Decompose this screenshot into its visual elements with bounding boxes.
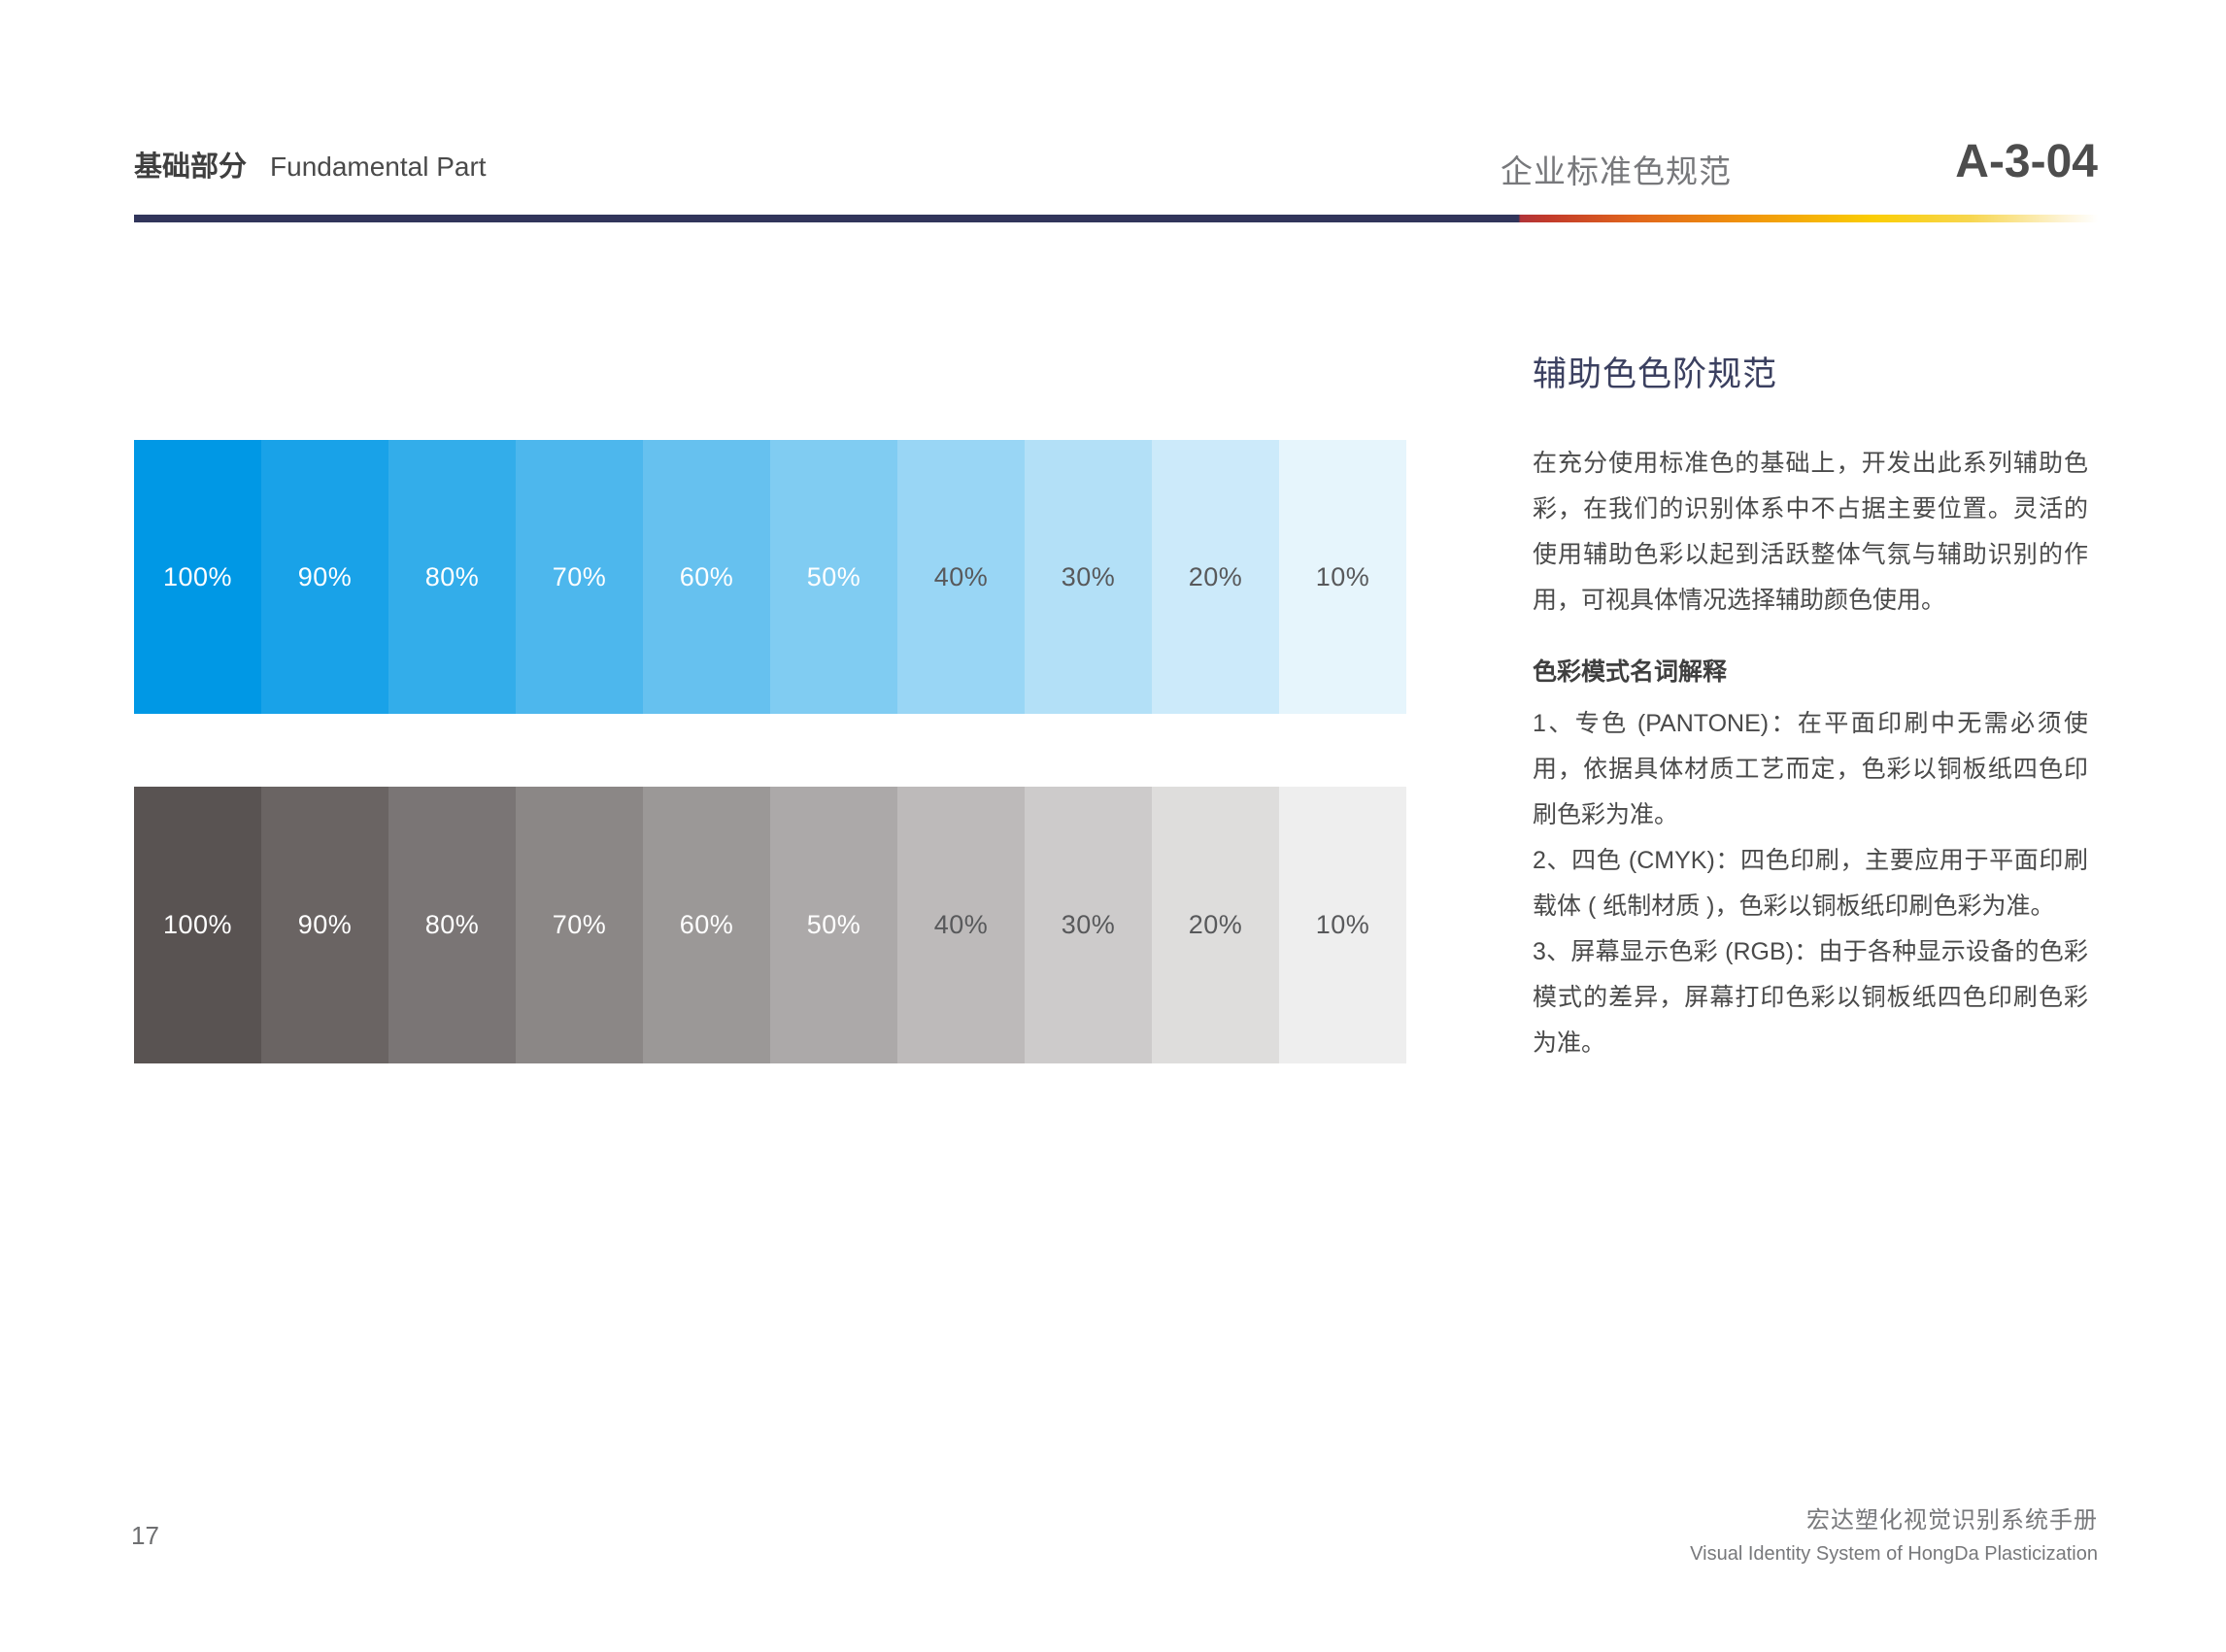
tint-swatch-label: 70% [552,910,607,939]
tint-swatch-auxiliary-gray-40: 40% [897,787,1025,1063]
tint-swatch-auxiliary-blue-40: 40% [897,440,1025,714]
tint-swatch-auxiliary-gray-80: 80% [388,787,516,1063]
glossary-list: 1、专色 (PANTONE)：在平面印刷中无需必须使用，依据具体材质工艺而定，色… [1533,701,2088,1066]
page-topic-title: 企业标准色规范 [1501,153,1732,189]
tint-swatch-auxiliary-blue-70: 70% [516,440,643,714]
tint-swatch-label: 40% [933,561,989,591]
glossary-item-cmyk: 2、四色 (CMYK)：四色印刷，主要应用于平面印刷载体 ( 纸制材质 )，色彩… [1533,847,2088,920]
tint-swatch-auxiliary-gray-60: 60% [643,787,770,1063]
intro-paragraph: 在充分使用标准色的基础上，开发出此系列辅助色彩，在我们的识别体系中不占据主要位置… [1533,450,2088,614]
tint-swatch-label: 70% [552,561,607,591]
tint-swatch-auxiliary-blue-90: 90% [261,440,388,714]
tint-swatch-auxiliary-gray-50: 50% [770,787,897,1063]
content-title: 辅助色色阶规范 [1533,355,1778,393]
glossary-heading: 色彩模式名词解释 [1533,658,1728,686]
manual-title-en: Visual Identity System of HongDa Plastic… [1690,1543,2098,1565]
tint-swatch-label: 20% [1188,910,1243,939]
tint-swatch-auxiliary-blue-10: 10% [1279,440,1406,714]
tint-swatch-label: 10% [1315,561,1370,591]
tint-swatch-label: 90% [297,910,353,939]
tint-swatch-auxiliary-gray-90: 90% [261,787,388,1063]
tint-swatch-label: 60% [679,910,734,939]
tint-swatch-label: 100% [162,561,233,591]
tint-swatch-label: 30% [1061,561,1116,591]
tint-swatch-auxiliary-gray-20: 20% [1152,787,1279,1063]
tint-swatch-auxiliary-blue-80: 80% [388,440,516,714]
header-rule-gradient [134,215,2098,222]
tint-swatch-auxiliary-blue-30: 30% [1025,440,1152,714]
page-code: A-3-04 [1955,136,2098,187]
tint-swatch-auxiliary-blue-100: 100% [134,440,261,714]
auxiliary-blue-tint-bar: 100% 90% 80% 70% 60% 50% 40% 30% 20% 10% [134,440,1406,714]
footer-manual-title: 宏达塑化视觉识别系统手册 Visual Identity System of H… [1690,1500,2098,1566]
glossary-item-pantone: 1、专色 (PANTONE)：在平面印刷中无需必须使用，依据具体材质工艺而定，色… [1533,710,2088,828]
tint-swatch-label: 100% [162,910,233,939]
header-section-title: 基础部分 Fundamental Part [134,144,487,185]
auxiliary-gray-tint-bar: 100% 90% 80% 70% 60% 50% 40% 30% 20% 10% [134,787,1406,1063]
manual-title-cn: 宏达塑化视觉识别系统手册 [1806,1507,2098,1534]
tint-swatch-label: 20% [1188,561,1243,591]
page-number: 17 [131,1521,159,1550]
section-title-en: Fundamental Part [270,152,487,182]
content-column: 辅助色色阶规范 在充分使用标准色的基础上，开发出此系列辅助色彩，在我们的识别体系… [1533,347,2088,1066]
section-title-cn: 基础部分 [134,152,248,183]
tint-swatch-label: 10% [1315,910,1370,939]
tint-swatch-label: 60% [679,561,734,591]
tint-swatch-label: 50% [806,561,861,591]
tint-swatch-auxiliary-blue-20: 20% [1152,440,1279,714]
tint-swatch-auxiliary-gray-30: 30% [1025,787,1152,1063]
tint-swatch-label: 30% [1061,910,1116,939]
tint-swatch-label: 40% [933,910,989,939]
tint-swatch-auxiliary-gray-70: 70% [516,787,643,1063]
tint-swatch-label: 90% [297,561,353,591]
glossary-item-rgb: 3、屏幕显示色彩 (RGB)：由于各种显示设备的色彩模式的差异，屏幕打印色彩以铜… [1533,938,2088,1057]
tint-swatch-label: 80% [424,910,480,939]
tint-swatch-auxiliary-gray-10: 10% [1279,787,1406,1063]
tint-swatch-auxiliary-blue-60: 60% [643,440,770,714]
tint-swatch-auxiliary-blue-50: 50% [770,440,897,714]
tint-swatch-auxiliary-gray-100: 100% [134,787,261,1063]
tint-swatch-label: 80% [424,561,480,591]
tint-swatch-label: 50% [806,910,861,939]
